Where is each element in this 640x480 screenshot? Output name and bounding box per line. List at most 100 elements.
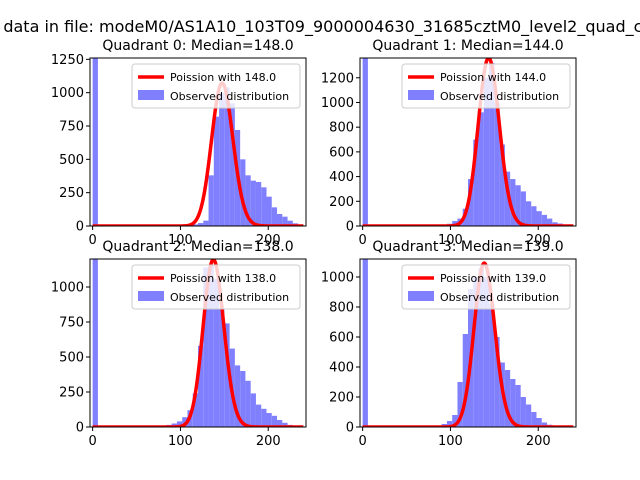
subplot-title: Quadrant 0: Median=148.0	[102, 38, 293, 54]
x-tick-label: 0	[358, 434, 366, 449]
histogram-bar	[282, 422, 288, 427]
axes-frame	[89, 258, 307, 428]
histogram-bar	[515, 185, 521, 226]
histogram-bar	[515, 385, 521, 427]
histogram-bar	[208, 264, 214, 427]
y-tick-label: 200	[329, 195, 354, 210]
y-tick-label: 0	[346, 421, 354, 436]
subplot-title: Quadrant 2: Median=138.0	[102, 239, 293, 255]
histogram-bar	[473, 277, 479, 427]
x-tick-label: 200	[256, 434, 281, 449]
histogram-bar	[255, 404, 262, 427]
legend-line-label: Poission with 138.0	[170, 272, 276, 285]
histogram-bar	[229, 103, 235, 226]
histogram-bar	[266, 196, 272, 226]
histogram-bar	[541, 214, 548, 226]
y-tick-label: 250	[59, 186, 84, 201]
y-tick-label: 500	[59, 351, 84, 366]
histogram-bar	[531, 412, 537, 427]
y-tick-label: 500	[59, 153, 84, 168]
histogram-bar	[282, 216, 288, 226]
y-tick-label: 400	[329, 170, 354, 185]
y-tick-label: 1000	[51, 86, 84, 101]
histogram-bar	[362, 58, 368, 226]
histogram-bar	[462, 334, 468, 427]
histogram-bar	[213, 278, 220, 427]
histogram-bar	[510, 379, 516, 427]
subplot-title: Quadrant 1: Median=144.0	[372, 38, 563, 54]
histogram-bar	[176, 421, 183, 427]
histogram-bar	[219, 92, 225, 226]
legend: Poission with 138.0 Observed distribution	[131, 264, 301, 310]
y-tick-label: 800	[329, 121, 354, 136]
legend-bar-swatch	[138, 90, 164, 100]
legend: Poission with 139.0 Observed distribution	[401, 264, 571, 310]
y-tick-label: 600	[329, 145, 354, 160]
legend-box	[401, 264, 571, 310]
histogram-bar	[452, 221, 458, 226]
histogram-bar	[203, 267, 209, 427]
legend: Poission with 148.0 Observed distribution	[131, 63, 301, 109]
y-tick-label: 1000	[321, 271, 354, 286]
histogram-bar	[287, 220, 293, 226]
y-tick-label: 250	[59, 386, 84, 401]
x-tick-label: 100	[168, 233, 193, 248]
legend-bar-label: Observed distribution	[440, 291, 559, 304]
histogram-bar	[92, 259, 98, 427]
legend-box	[131, 63, 301, 109]
legend-line-label: Poission with 144.0	[440, 71, 546, 84]
histogram-bar	[494, 337, 500, 427]
histogram-bar	[192, 393, 198, 427]
histogram-bar	[277, 420, 283, 427]
histogram-bar	[478, 268, 484, 427]
axes-frame	[359, 258, 577, 428]
x-tick-label: 100	[438, 233, 463, 248]
y-tick-label: 1000	[51, 281, 84, 296]
y-tick-label: 750	[59, 316, 84, 331]
histogram-bar	[224, 323, 230, 427]
legend-box	[131, 264, 301, 310]
histogram-bar	[266, 413, 272, 427]
y-tick-label: 750	[59, 120, 84, 135]
x-tick-label: 200	[526, 434, 551, 449]
x-tick-label: 100	[438, 434, 463, 449]
y-tick-label: 0	[76, 220, 84, 235]
histogram-bar	[446, 421, 453, 427]
histogram-bar	[271, 207, 278, 226]
axes-frame	[89, 57, 307, 227]
legend-line-label: Poission with 148.0	[170, 71, 276, 84]
histogram-bar	[224, 87, 230, 226]
histogram-bar	[457, 382, 463, 427]
histogram-bar	[208, 175, 214, 226]
histogram-bar	[547, 218, 553, 226]
poisson-curve	[361, 261, 575, 427]
legend-bar-label: Observed distribution	[170, 291, 289, 304]
histogram-bar	[520, 191, 526, 226]
histogram-bar	[234, 365, 241, 427]
histogram-bar	[203, 220, 209, 226]
x-tick-label: 200	[256, 233, 281, 248]
y-tick-label: 800	[329, 301, 354, 316]
histogram-bar	[362, 259, 368, 427]
legend-bar-swatch	[138, 291, 164, 301]
histogram-bar	[240, 371, 246, 427]
legend-bar-swatch	[408, 90, 434, 100]
axes-frame	[359, 57, 577, 227]
x-tick-label: 0	[88, 434, 96, 449]
histogram-bar	[489, 304, 495, 427]
histogram-bar	[250, 393, 256, 427]
histogram-bar	[245, 380, 251, 427]
subplot-quadrant-2: Quadrant 2: Median=138.0 0 100 200 0 250 500 75…	[51, 239, 307, 449]
histogram-bar	[483, 77, 490, 226]
histogram-bar	[536, 211, 542, 226]
histogram-bar	[536, 418, 542, 427]
histogram-bar	[240, 159, 246, 226]
y-tick-label: 0	[76, 421, 84, 436]
histogram-bar	[198, 223, 204, 226]
histogram-bar	[504, 370, 511, 427]
y-tick-label: 1200	[321, 71, 354, 86]
y-tick-label: 400	[329, 361, 354, 376]
histogram-bar	[531, 206, 537, 226]
subplots-container: Quadrant 0: Median=148.0 0 100 200 0 250 500 75…	[51, 38, 577, 449]
